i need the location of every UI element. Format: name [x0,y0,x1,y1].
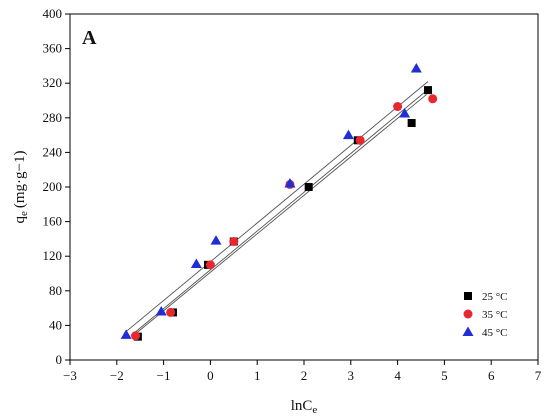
y-tick-label: 160 [43,214,63,229]
legend-marker [462,326,474,336]
y-tick-label: 120 [43,248,63,263]
axis-ticks: −3 −2 −1 0 1 2 3 4 5 6 7 0 40 80 120 160 200 240 280 320 360… [43,6,542,383]
x-tick-label: −3 [63,368,77,383]
data-point [342,129,354,140]
y-tick-label: 320 [43,75,63,90]
y-tick-label: 280 [43,110,63,125]
x-axis-title: lnCe [291,398,318,416]
data-point [355,135,365,145]
x-tick-label: 4 [394,368,401,383]
x-tick-label: 2 [301,368,308,383]
data-point [120,329,132,339]
data-point [407,118,416,127]
data-point [428,94,438,104]
y-tick-label: 80 [49,283,62,298]
data-point [410,62,422,73]
x-tick-label: 3 [348,368,355,383]
y-axis-title-main: q [12,216,28,224]
x-axis-title-sub: e [312,404,317,416]
data-point [190,258,202,268]
y-axis-title-unit: (mg·g−1) [12,150,28,208]
y-tick-label: 400 [43,6,63,21]
fit-line [124,81,429,333]
data-point [210,235,222,245]
fit-line [130,87,431,337]
legend-label: 35 °C [482,309,508,321]
legend-label: 45 °C [482,327,508,339]
legend-marker [463,309,473,319]
y-axis-title-sub: e [18,211,30,216]
data-point [155,306,167,316]
x-axis-title-main: lnC [291,398,313,414]
y-tick-label: 240 [43,144,63,159]
fit-lines [124,81,431,337]
y-tick-label: 200 [43,179,63,194]
legend: 25 °C 35 °C 45 °C [462,291,508,339]
legend-marker [464,292,472,300]
x-tick-label: −2 [110,368,124,383]
data-points [120,62,438,341]
data-point [229,236,239,246]
data-point [131,331,141,341]
x-tick-label: 0 [207,368,214,383]
x-tick-label: 6 [488,368,495,383]
fit-line [132,94,427,337]
y-tick-label: 360 [43,41,63,56]
x-tick-label: 5 [441,368,448,383]
x-tick-label: 7 [535,368,542,383]
data-point [304,183,313,191]
panel-label: A [82,27,97,49]
y-tick-label: 0 [56,352,63,367]
legend-label: 25 °C [482,291,508,303]
data-point [166,307,176,317]
plot-area [69,13,539,361]
data-point [393,102,403,112]
y-axis-title: qe (mg·g−1) [12,150,30,223]
data-point [424,86,433,95]
y-tick-label: 40 [49,317,62,332]
x-tick-label: −1 [157,368,171,383]
data-point [399,107,411,118]
data-point [205,260,215,270]
data-point [284,178,296,188]
x-tick-label: 1 [254,368,261,383]
